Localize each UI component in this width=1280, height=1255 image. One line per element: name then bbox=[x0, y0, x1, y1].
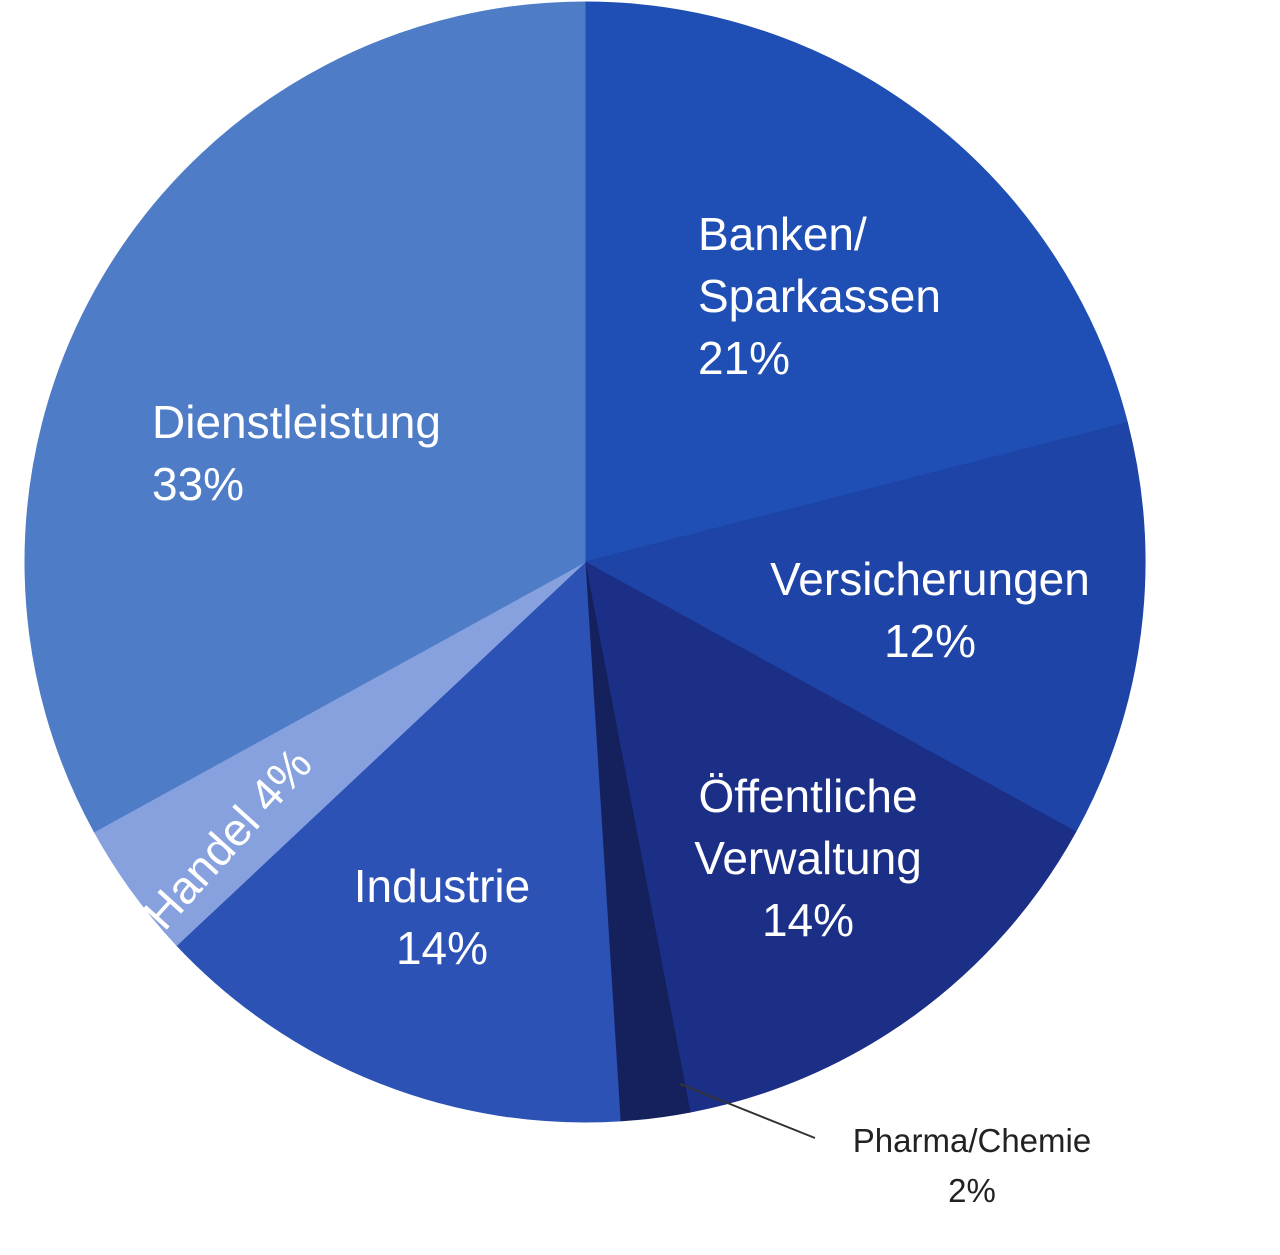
pie-slice-industrie bbox=[176, 560, 621, 1123]
leader-layer bbox=[679, 1083, 816, 1139]
slice-label-versicherungen: Versicherungen bbox=[770, 553, 1090, 605]
slice-value-pharma: 2% bbox=[948, 1172, 996, 1209]
labels-layer: Banken/ Sparkassen 21% Versicherungen 12… bbox=[133, 208, 1091, 1209]
slice-value-dienstleistung: 33% bbox=[152, 458, 244, 510]
slice-value-oeffentliche: 14% bbox=[762, 894, 854, 946]
slice-label-pharma: Pharma/Chemie bbox=[853, 1122, 1091, 1159]
pie-slice-banken bbox=[584, 1, 1129, 563]
pie-slice-versicherungen bbox=[583, 422, 1146, 833]
slice-value-banken: 21% bbox=[698, 332, 790, 384]
slice-label-oeffentliche-line1: Öffentliche bbox=[698, 770, 917, 822]
slices-layer bbox=[24, 1, 1146, 1123]
slice-label-oeffentliche-line2: Verwaltung bbox=[694, 832, 922, 884]
slice-label-dienstleistung: Dienstleistung bbox=[152, 396, 441, 448]
slice-label-banken-line1: Banken/ bbox=[698, 208, 867, 260]
slice-value-versicherungen: 12% bbox=[884, 615, 976, 667]
slice-label-industrie: Industrie bbox=[354, 860, 530, 912]
slice-label-banken-line2: Sparkassen bbox=[698, 270, 941, 322]
pie-slice-oeffentliche bbox=[584, 561, 1077, 1113]
slice-value-industrie: 14% bbox=[396, 922, 488, 974]
pharma-leader-line bbox=[679, 1083, 816, 1139]
pie-slice-dienstleistung bbox=[24, 1, 586, 833]
